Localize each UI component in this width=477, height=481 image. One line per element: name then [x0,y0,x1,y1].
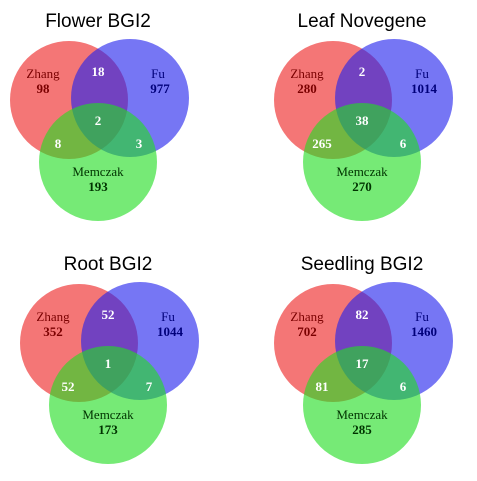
set-label: Memczak [72,164,124,179]
memczak-circle [303,103,421,221]
memczak-circle [39,103,157,221]
diagram-title: Leaf Novegene [298,11,427,32]
set-label: Zhang [26,66,60,81]
region-count: 265 [312,136,332,151]
region-count: 1460 [411,324,437,339]
set-label: Fu [415,66,429,81]
region-count: 18 [92,64,106,79]
region-count: 193 [88,179,108,194]
region-count: 280 [297,81,317,96]
region-count: 82 [356,307,369,322]
region-count: 270 [352,179,372,194]
set-label: Zhang [290,309,324,324]
region-count: 3 [136,136,143,151]
region-count: 6 [400,379,407,394]
region-count: 52 [102,307,115,322]
set-label: Fu [161,309,175,324]
region-count: 977 [150,81,170,96]
region-count: 81 [316,379,329,394]
set-label: Zhang [36,309,70,324]
region-count: 2 [359,64,366,79]
set-label: Memczak [336,407,388,422]
region-count: 1014 [411,81,438,96]
set-label: Memczak [82,407,134,422]
region-count: 173 [98,422,118,437]
region-count: 702 [297,324,317,339]
region-count: 1044 [157,324,184,339]
memczak-circle [303,346,421,464]
region-count: 7 [146,379,153,394]
diagram-title: Flower BGI2 [45,11,151,32]
region-count: 38 [356,113,370,128]
diagram-title: Seedling BGI2 [301,254,424,275]
region-count: 8 [55,136,62,151]
region-count: 52 [62,379,75,394]
region-count: 6 [400,136,407,151]
region-count: 352 [43,324,63,339]
set-label: Memczak [336,164,388,179]
diagram-title: Root BGI2 [64,254,153,275]
region-count: 17 [356,356,370,371]
region-count: 98 [37,81,51,96]
set-label: Fu [151,66,165,81]
region-count: 2 [95,113,102,128]
set-label: Zhang [290,66,324,81]
region-count: 285 [352,422,372,437]
set-label: Fu [415,309,429,324]
region-count: 1 [105,356,112,371]
memczak-circle [49,346,167,464]
